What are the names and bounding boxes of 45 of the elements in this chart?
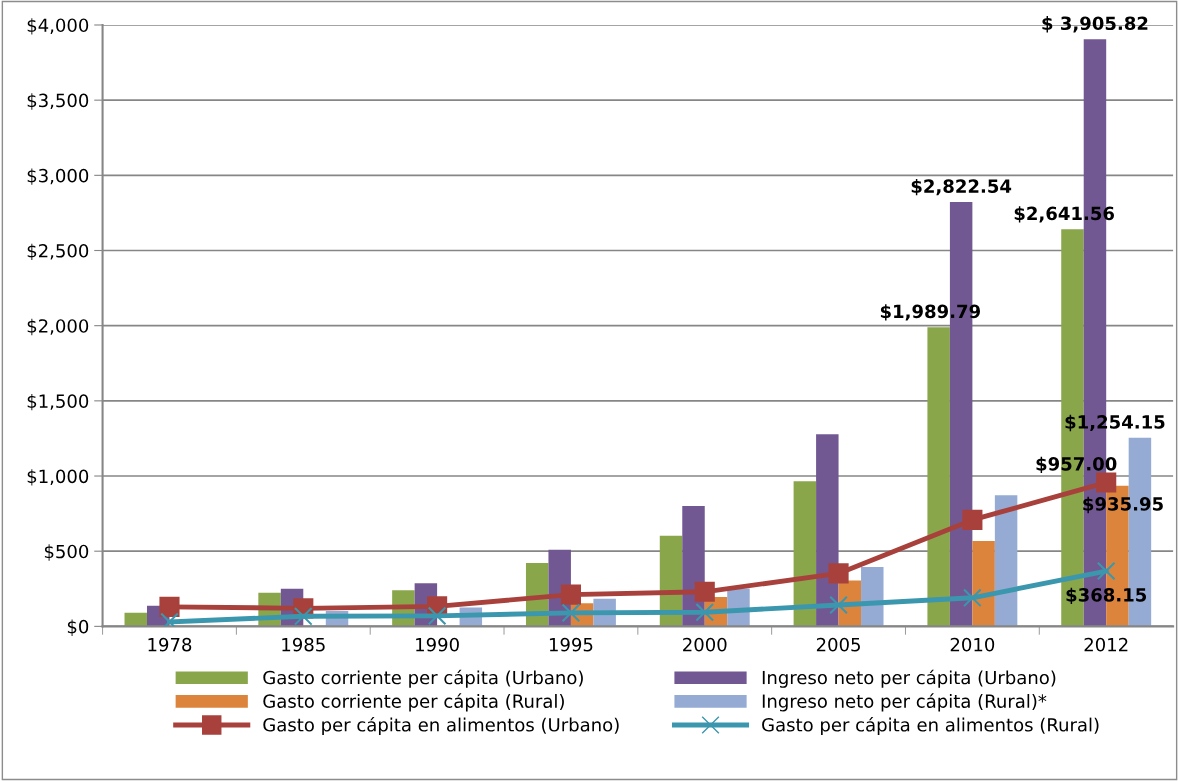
point bbox=[828, 563, 849, 584]
y-tick-label: $0 bbox=[67, 619, 89, 636]
y-tick-label: $3,500 bbox=[27, 93, 89, 110]
point bbox=[694, 581, 715, 602]
point bbox=[1096, 561, 1116, 581]
data-label: $ 3,905.82 bbox=[1042, 16, 1148, 33]
point bbox=[560, 584, 581, 605]
y-tick-label: $3,000 bbox=[27, 168, 89, 185]
x-tick-label: 2000 bbox=[683, 637, 727, 652]
x-tick-label: 2010 bbox=[950, 637, 995, 652]
legend-label: Gasto per cápita en alimentos (Urbano) bbox=[263, 716, 619, 736]
bar bbox=[972, 541, 995, 627]
point bbox=[963, 588, 982, 608]
data-label: $2,822.54 bbox=[911, 178, 1012, 196]
bar bbox=[994, 495, 1018, 627]
y-tick-label: $500 bbox=[44, 544, 89, 561]
legend-label: Gasto corriente per cápita (Rural) bbox=[263, 693, 564, 712]
x-tick-label: 1990 bbox=[416, 637, 459, 652]
point bbox=[695, 602, 715, 622]
y-tick-label: $2,500 bbox=[27, 243, 89, 261]
legend-label: Ingreso neto per cápita (Rural)* bbox=[762, 693, 1047, 712]
point bbox=[561, 603, 581, 623]
legend-label: Gasto corriente per cápita (Urbano) bbox=[263, 669, 583, 688]
legend-label: Ingreso neto per cápita (Urbano) bbox=[762, 669, 1056, 688]
legend-label: Gasto per cápita en alimentos (Rural) bbox=[762, 716, 1099, 736]
data-label: $368.15 bbox=[1066, 587, 1147, 605]
bar bbox=[861, 566, 884, 627]
point bbox=[293, 606, 313, 626]
point bbox=[427, 606, 447, 626]
x-tick-label: 1985 bbox=[282, 637, 325, 652]
x-tick-label: 1995 bbox=[549, 637, 593, 652]
bar bbox=[927, 327, 950, 627]
point bbox=[1096, 472, 1117, 493]
point bbox=[962, 509, 983, 530]
y-tick-label: $4,000 bbox=[27, 18, 89, 35]
point bbox=[829, 595, 848, 615]
x-tick-label: 2005 bbox=[816, 637, 860, 652]
x-tick-label: 2012 bbox=[1084, 637, 1128, 652]
point bbox=[159, 596, 180, 617]
bar bbox=[816, 434, 839, 627]
x-tick-label: 1978 bbox=[148, 637, 192, 652]
y-tick-label: $1,500 bbox=[27, 393, 89, 411]
y-tick-label: $1,000 bbox=[27, 469, 89, 486]
y-tick-label: $2,000 bbox=[27, 318, 89, 336]
bar bbox=[793, 481, 817, 627]
